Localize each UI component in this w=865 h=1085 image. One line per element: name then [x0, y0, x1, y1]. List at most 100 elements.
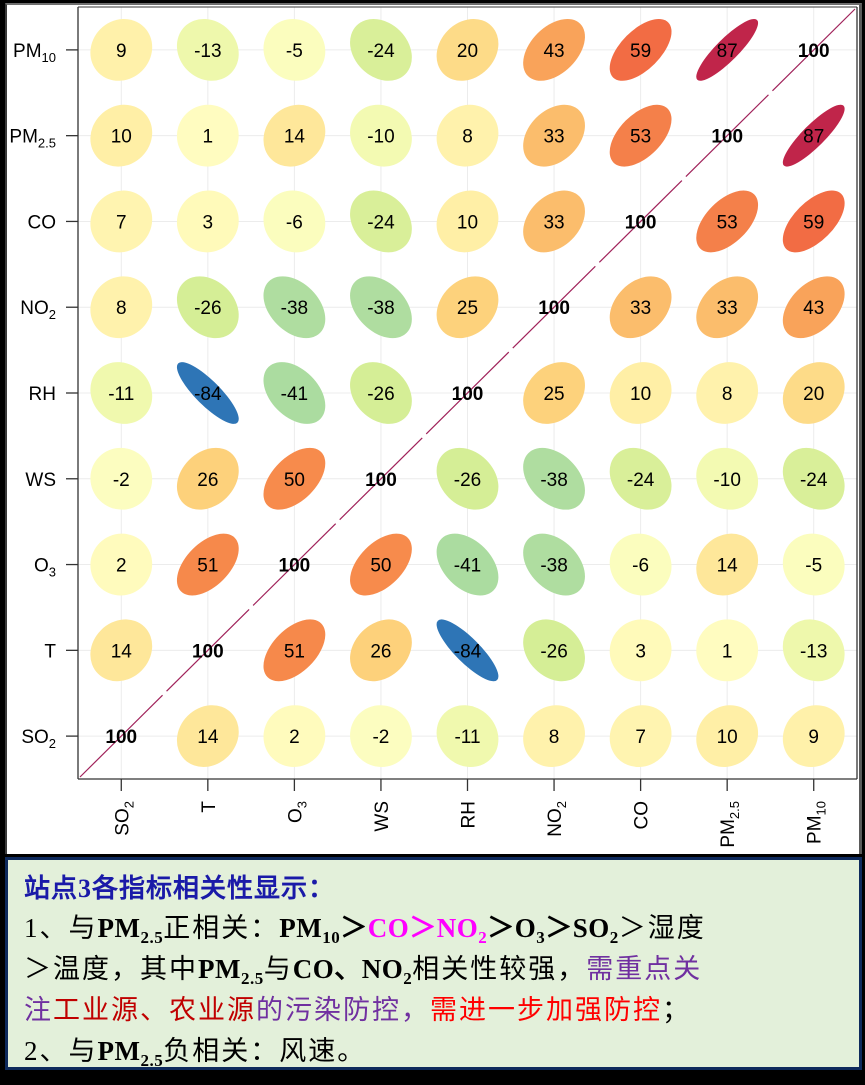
- y-axis-label: RH: [29, 384, 56, 405]
- correlation-cell: -6: [263, 190, 326, 253]
- correlation-cell: 9: [782, 705, 845, 768]
- highlight-co-no2: CO＞NO: [367, 913, 479, 943]
- correlation-cell: 51: [263, 619, 326, 682]
- x-axis-label: O3: [285, 801, 309, 823]
- correlation-matrix-chart: PM10 PM2.5 CO NO2 RH WS O3 T SO2 SO2 T O3 WS RH NO2 CO P…: [9, 6, 858, 848]
- svg-text:26: 26: [197, 470, 218, 491]
- correlation-cell: 100: [425, 351, 510, 435]
- svg-text:-38: -38: [281, 298, 308, 319]
- svg-text:7: 7: [635, 727, 646, 748]
- correlation-cell: 53: [696, 190, 759, 253]
- y-axis-label: PM10: [13, 41, 56, 65]
- svg-text:-11: -11: [108, 384, 134, 405]
- correlation-cell: -24: [350, 18, 412, 81]
- correlation-cell: 10: [609, 362, 672, 424]
- svg-text:10: 10: [717, 727, 738, 748]
- svg-text:59: 59: [803, 212, 824, 233]
- correlation-cell: 2: [90, 533, 153, 596]
- svg-text:20: 20: [457, 41, 478, 62]
- svg-text:14: 14: [717, 556, 739, 577]
- correlation-cell: -11: [90, 362, 153, 424]
- svg-text:-84: -84: [194, 384, 222, 405]
- svg-text:8: 8: [116, 298, 127, 319]
- correlation-cell: 14: [90, 619, 153, 682]
- correlation-cell: 43: [782, 276, 845, 339]
- correlation-cell: 100: [772, 8, 856, 92]
- svg-text:10: 10: [457, 212, 478, 233]
- svg-text:53: 53: [717, 212, 738, 233]
- correlation-cell: 100: [166, 609, 250, 692]
- correlation-cell: -24: [782, 447, 845, 510]
- svg-text:-5: -5: [286, 41, 303, 62]
- svg-text:2: 2: [116, 556, 127, 577]
- y-axis-label: T: [44, 641, 56, 662]
- svg-text:-11: -11: [454, 727, 480, 748]
- svg-text:87: 87: [717, 41, 738, 62]
- svg-text:2: 2: [289, 727, 300, 748]
- svg-text:-6: -6: [286, 212, 303, 233]
- correlation-cell: 8: [696, 362, 759, 424]
- svg-text:43: 43: [543, 41, 564, 62]
- svg-text:-10: -10: [713, 470, 740, 491]
- correlation-cell: 20: [782, 362, 845, 424]
- correlation-cell: 59: [782, 190, 845, 253]
- correlation-cell: -41: [436, 533, 499, 596]
- correlation-cell: -38: [523, 447, 585, 510]
- correlation-cell: -2: [350, 705, 412, 768]
- svg-text:-41: -41: [454, 556, 481, 577]
- svg-text:8: 8: [722, 384, 733, 405]
- y-axis-label: WS: [25, 470, 56, 491]
- svg-text:14: 14: [197, 727, 219, 748]
- svg-text:-10: -10: [367, 127, 394, 148]
- correlation-cell: -38: [263, 276, 326, 339]
- correlation-cell: 87: [782, 104, 845, 167]
- correlation-cell: -5: [782, 533, 845, 596]
- correlation-cell: -84: [176, 362, 239, 424]
- correlation-cell: 9: [90, 18, 153, 81]
- correlation-cell: -24: [609, 447, 672, 510]
- correlation-cell: 53: [609, 104, 672, 167]
- svg-text:51: 51: [284, 641, 305, 662]
- svg-text:3: 3: [635, 641, 646, 662]
- y-axis-label: PM2.5: [9, 127, 56, 151]
- correlation-cell: 10: [436, 190, 499, 253]
- correlation-cell: 33: [696, 276, 759, 339]
- svg-text:100: 100: [798, 41, 830, 62]
- correlation-cell: -38: [523, 533, 585, 596]
- correlation-cell: 14: [263, 104, 326, 167]
- svg-text:-24: -24: [367, 212, 395, 233]
- correlation-cell: -13: [176, 18, 239, 81]
- correlation-cell: 14: [176, 705, 239, 768]
- correlation-cell: -11: [436, 705, 499, 768]
- svg-text:10: 10: [630, 384, 651, 405]
- x-axis-label: RH: [459, 801, 480, 828]
- correlation-cell: -26: [176, 276, 239, 339]
- correlation-cell: 50: [350, 533, 412, 596]
- correlation-cell: -38: [350, 276, 412, 339]
- svg-text:-2: -2: [372, 727, 389, 748]
- y-axis-label: CO: [28, 212, 57, 233]
- correlation-cell: -26: [523, 619, 585, 682]
- highlight-sources: 工业源、农业源: [53, 995, 256, 1025]
- svg-text:50: 50: [284, 470, 305, 491]
- svg-text:59: 59: [630, 41, 651, 62]
- svg-text:-41: -41: [281, 384, 308, 405]
- caption-line-positive: 1、与PM2.5正相关：PM10＞CO＞NO2＞O3＞SO2＞湿度: [24, 913, 706, 947]
- y-axis-label: NO2: [20, 298, 56, 322]
- y-axis-label: O3: [34, 556, 56, 580]
- svg-text:87: 87: [803, 127, 824, 148]
- correlation-cell: 8: [436, 104, 499, 167]
- correlation-cell: 100: [598, 180, 683, 263]
- svg-text:1: 1: [203, 127, 214, 148]
- correlation-cell: 100: [79, 694, 163, 778]
- svg-text:-2: -2: [113, 470, 130, 491]
- svg-text:100: 100: [365, 470, 397, 491]
- svg-text:8: 8: [549, 727, 560, 748]
- svg-text:33: 33: [717, 298, 738, 319]
- svg-text:53: 53: [630, 127, 651, 148]
- svg-text:1: 1: [722, 641, 733, 662]
- correlation-cell: 100: [252, 523, 337, 606]
- correlation-cell: -24: [350, 190, 412, 253]
- caption-line-detail: ＞温度，其中PM2.5与CO、NO2相关性较强，需重点关: [24, 954, 703, 988]
- correlation-cell: 10: [90, 104, 153, 167]
